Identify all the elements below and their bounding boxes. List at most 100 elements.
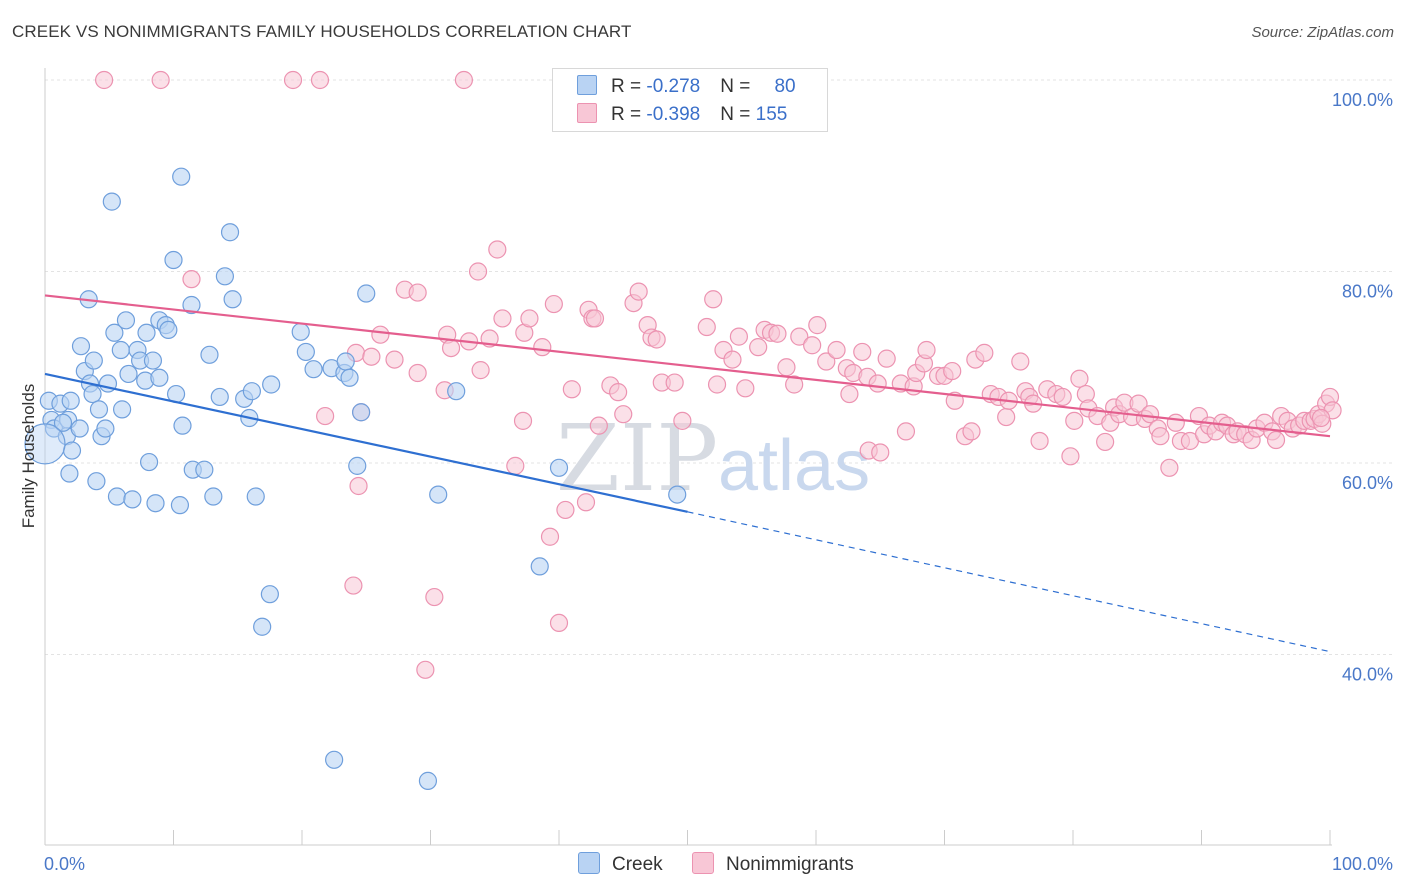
y-tick-label: 80.0% [1342, 282, 1393, 302]
nonimmigrants-point [1053, 387, 1072, 407]
nonimmigrants-point [585, 309, 605, 328]
creek-point [170, 496, 190, 515]
nonimmigrants-point [896, 422, 916, 441]
creek-point [24, 423, 66, 465]
nonimmigrants-point [310, 70, 330, 90]
nonimmigrants-point [817, 352, 836, 371]
creek-point [182, 295, 201, 315]
watermark: ZIP atlas [556, 405, 870, 512]
nonimmigrants-point [704, 290, 723, 309]
creek-r-label: R = [611, 76, 647, 97]
y-axis-label: Family Households [19, 384, 38, 529]
creek-point [173, 416, 192, 435]
nonimmigrants-point [493, 309, 512, 328]
nonimmigrants-r-value: -0.398 [646, 104, 701, 125]
bottom-nonimmigrants-swatch [692, 852, 714, 874]
creek-point [195, 460, 214, 479]
nonimmigrants-point [1030, 431, 1049, 451]
bottom-creek-swatch [578, 852, 600, 874]
creek-point [253, 617, 272, 636]
creek-n-value: 80 [774, 76, 796, 97]
creek-point [429, 485, 448, 504]
nonimmigrants-point [736, 379, 755, 398]
nonimmigrants-point [562, 380, 581, 399]
nonimmigrants-point [1129, 394, 1148, 413]
nonimmigrants-point [877, 349, 896, 368]
nonimmigrants-point [182, 270, 201, 289]
creek-point [61, 391, 80, 410]
creek-point [215, 267, 234, 286]
y-tick-label: 60.0% [1342, 473, 1393, 493]
bottom-legend-creek: Creek [578, 852, 663, 876]
creek-point [304, 360, 323, 379]
creek-point [53, 413, 73, 432]
nonimmigrants-point [1311, 408, 1331, 428]
nonimmigrants-point [790, 327, 809, 346]
nonimmigrants-point [749, 338, 768, 357]
creek-point [84, 351, 103, 370]
nonimmigrants-point [962, 422, 981, 441]
nonimmigrants-r-label: R = [611, 104, 647, 125]
nonimmigrants-point [840, 384, 859, 404]
nonimmigrants-point [471, 361, 490, 380]
y-tick-label: 40.0% [1342, 665, 1393, 685]
nonimmigrants-point [943, 361, 962, 381]
nonimmigrants-point [589, 416, 608, 435]
nonimmigrants-point [408, 363, 427, 383]
legend-row-creek: R = -0.278 N = 80 [577, 75, 796, 99]
source-credit: Source: ZipAtlas.com [1251, 24, 1394, 41]
nonimmigrants-point [151, 70, 170, 90]
nonimmigrants-point [425, 587, 444, 607]
nonimmigrants-point [1070, 369, 1089, 388]
nonimmigrants-point [454, 70, 474, 90]
nonimmigrants-point [1011, 352, 1030, 371]
creek-point [447, 382, 466, 401]
creek-point [70, 419, 89, 438]
x-tick-label-min: 0.0% [44, 854, 85, 874]
nonimmigrants-point [1096, 432, 1115, 452]
nonimmigrants-point [441, 339, 461, 358]
creek-point [116, 311, 136, 330]
creek-point [150, 368, 169, 387]
bottom-creek-label: Creek [612, 854, 663, 875]
nonimmigrants-point [544, 294, 563, 314]
nonimmigrants-point [707, 375, 727, 394]
creek-point [62, 441, 82, 460]
creek-points [24, 167, 687, 790]
nonimmigrants-point [785, 375, 804, 394]
nonimmigrants-n-label: N = [720, 104, 756, 125]
nonimmigrants-point [723, 350, 742, 369]
creek-point [139, 452, 159, 472]
creek-swatch [577, 75, 597, 95]
creek-point [112, 400, 132, 419]
creek-point [71, 337, 91, 356]
nonimmigrants-point [827, 340, 846, 360]
creek-point [352, 403, 371, 422]
nonimmigrants-point [1151, 427, 1170, 446]
nonimmigrants-point [362, 347, 381, 366]
nonimmigrants-point [316, 406, 335, 426]
creek-point [262, 375, 281, 394]
nonimmigrants-point [349, 476, 368, 496]
nonimmigrants-point [768, 324, 787, 343]
nonimmigrants-point [729, 327, 749, 346]
nonimmigrants-point [868, 374, 887, 393]
creek-point [204, 487, 223, 506]
nonimmigrants-swatch [577, 103, 597, 123]
creek-point [83, 384, 102, 404]
creek-point [549, 458, 569, 477]
creek-point [223, 290, 242, 309]
nonimmigrants-point [665, 373, 684, 392]
legend-row-nonimmigrants: R = -0.398 N = 155 [577, 103, 787, 127]
creek-point [418, 771, 438, 790]
creek-point [87, 472, 106, 491]
creek-point [102, 192, 121, 211]
nonimmigrants-point [975, 343, 994, 362]
grid-lines [45, 79, 1392, 655]
creek-point [210, 387, 229, 407]
creek-point [220, 223, 240, 242]
creek-point [246, 487, 265, 506]
creek-point [123, 490, 142, 509]
creek-point [89, 400, 109, 419]
bottom-legend-nonimmigrants: Nonimmigrants [692, 852, 854, 876]
